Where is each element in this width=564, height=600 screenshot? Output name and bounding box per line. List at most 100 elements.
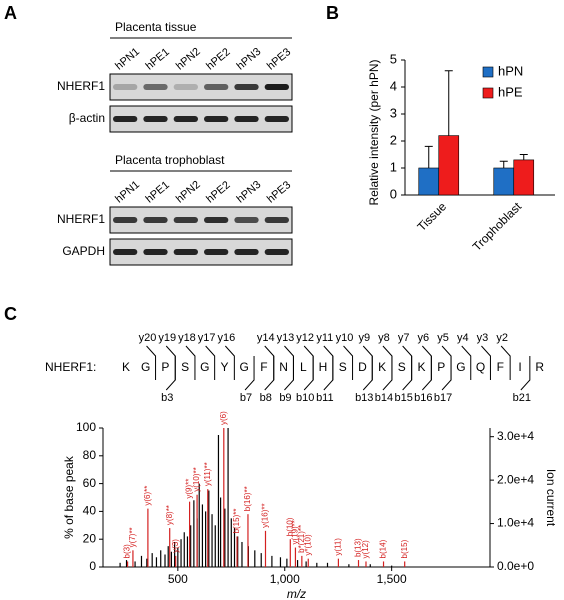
band	[143, 116, 168, 122]
peak-annotation: y(8)**	[165, 505, 174, 525]
y-tick-label: 3	[390, 105, 397, 120]
y-tick-label: 4	[390, 78, 397, 93]
y-tick-label: 100	[76, 420, 96, 434]
residue: G	[240, 360, 249, 374]
residue: N	[279, 360, 288, 374]
peak-annotation: y(6)	[219, 411, 228, 425]
bar	[493, 167, 515, 196]
y-ion-label: y12	[296, 332, 314, 344]
lane-label: hPN1	[113, 46, 142, 73]
peak-annotation: y(9)**	[185, 479, 194, 499]
residue: G	[200, 360, 209, 374]
band	[173, 116, 198, 122]
y-ion-label: y2	[496, 332, 508, 344]
lane-label: hPE3	[265, 179, 293, 205]
x-tick-label: Tissue	[415, 199, 450, 234]
y-tick-label: 80	[83, 448, 97, 462]
residue: K	[417, 360, 425, 374]
peak-annotation: y(7)**	[128, 527, 137, 547]
b-ion-label: b9	[279, 392, 291, 404]
peak-annotation: b(14)	[379, 539, 388, 558]
y2-tick-label: 1.0e+4	[497, 516, 534, 530]
residue: L	[300, 360, 307, 374]
peptide-label: NHERF1:	[45, 360, 96, 374]
band	[264, 249, 289, 255]
lane-label: hPN3	[235, 179, 264, 206]
y-ion-label: y18	[178, 332, 196, 344]
y2-tick-label: 0.0e+0	[497, 559, 534, 573]
peak-annotation: b*(21)**	[297, 525, 306, 553]
error-bar	[424, 145, 433, 168]
bar	[438, 135, 460, 196]
y-tick-label: 1	[390, 159, 397, 174]
peak-annotation: y(3)	[171, 539, 180, 553]
b-ion-marker	[244, 356, 255, 391]
band	[204, 217, 229, 223]
peak-annotation: b(13)	[354, 538, 363, 557]
residue: D	[358, 360, 367, 374]
b-ion-label: b15	[394, 392, 412, 404]
b-ion-marker	[421, 356, 432, 391]
band	[113, 249, 138, 255]
panel-label: C	[4, 304, 17, 324]
residue: I	[518, 360, 521, 374]
y-tick-label: 60	[83, 476, 97, 490]
band	[204, 84, 229, 90]
b-ion-label: b21	[513, 392, 531, 404]
x-tick-label: 1,500	[377, 572, 407, 586]
band	[264, 116, 289, 122]
b-ion-label: b11	[316, 392, 334, 404]
peak-annotation: y(19)**	[291, 520, 300, 544]
band	[234, 249, 259, 255]
y2-tick-label: 3.0e+4	[497, 429, 534, 443]
b-ion-marker	[402, 356, 413, 391]
residue: K	[122, 360, 130, 374]
band	[173, 217, 198, 223]
residue: Y	[220, 360, 228, 374]
b-ion-label: b13	[355, 392, 373, 404]
panel-label: B	[326, 3, 339, 23]
band	[204, 249, 229, 255]
y-ion-marker	[461, 345, 472, 380]
residue: G	[141, 360, 150, 374]
y-ion-label: y10	[336, 332, 354, 344]
b-ion-marker	[323, 356, 334, 391]
residue: F	[497, 360, 504, 374]
y-tick-label: 2	[390, 132, 397, 147]
y-ion-label: y5	[437, 332, 449, 344]
row-label: NHERF1	[57, 79, 105, 93]
y-ion-label: y9	[358, 332, 370, 344]
band	[143, 249, 168, 255]
band	[113, 217, 138, 223]
peak-annotation: y(10)**	[192, 467, 201, 491]
peak-annotation: b(15)	[400, 539, 409, 558]
b-ion-label: b7	[240, 392, 252, 404]
b-ion-marker	[520, 356, 531, 391]
b-ion-marker	[382, 356, 393, 391]
y-ion-label: y13	[277, 332, 295, 344]
y-ion-label: y7	[398, 332, 410, 344]
band	[264, 84, 289, 90]
residue: P	[161, 360, 169, 374]
error-bar	[444, 70, 453, 136]
residue: G	[456, 360, 465, 374]
b-ion-label: b3	[161, 392, 173, 404]
y-tick-label: 40	[83, 504, 97, 518]
y-ion-label: y19	[158, 332, 176, 344]
band	[173, 84, 198, 90]
lane-label: hPE2	[204, 46, 232, 72]
x-tick-label: 500	[168, 572, 188, 586]
y-ion-label: y6	[418, 332, 430, 344]
band	[113, 84, 138, 90]
residue: S	[398, 360, 406, 374]
band	[143, 217, 168, 223]
band	[234, 84, 259, 90]
y-axis-label: Relative intensity (per hPN)	[367, 59, 381, 205]
legend-label: hPE	[498, 84, 523, 99]
b-ion-marker	[264, 356, 275, 391]
peak-annotation: b(16)**	[243, 486, 252, 511]
y-ion-marker	[146, 345, 157, 380]
b-ion-marker	[441, 356, 452, 391]
lane-label: hPN2	[174, 179, 203, 206]
y-tick-label: 0	[390, 186, 397, 201]
